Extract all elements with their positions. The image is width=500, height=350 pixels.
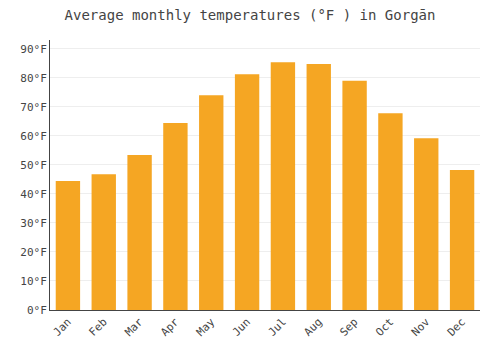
svg-text:50°F: 50°F	[20, 159, 47, 172]
svg-text:Feb: Feb	[87, 316, 110, 339]
svg-text:Aug: Aug	[302, 316, 325, 339]
svg-text:Oct: Oct	[373, 316, 396, 339]
svg-text:Sep: Sep	[337, 316, 360, 339]
svg-text:30°F: 30°F	[20, 217, 47, 230]
svg-text:Apr: Apr	[158, 315, 182, 339]
svg-text:40°F: 40°F	[20, 188, 47, 201]
svg-text:Nov: Nov	[409, 315, 433, 339]
svg-text:Jun: Jun	[230, 316, 253, 339]
svg-text:90°F: 90°F	[20, 43, 47, 56]
svg-text:Mar: Mar	[122, 315, 146, 339]
svg-text:May: May	[194, 315, 218, 339]
svg-text:Jan: Jan	[51, 316, 74, 339]
svg-text:Jul: Jul	[266, 316, 289, 339]
svg-text:70°F: 70°F	[20, 101, 47, 114]
svg-text:Dec: Dec	[445, 316, 468, 339]
svg-text:Average monthly temperatures (: Average monthly temperatures (°F ) in Go…	[65, 7, 436, 23]
svg-text:20°F: 20°F	[20, 246, 47, 259]
svg-text:0°F: 0°F	[27, 304, 47, 317]
svg-text:80°F: 80°F	[20, 72, 47, 85]
svg-text:60°F: 60°F	[20, 130, 47, 143]
svg-text:10°F: 10°F	[20, 275, 47, 288]
